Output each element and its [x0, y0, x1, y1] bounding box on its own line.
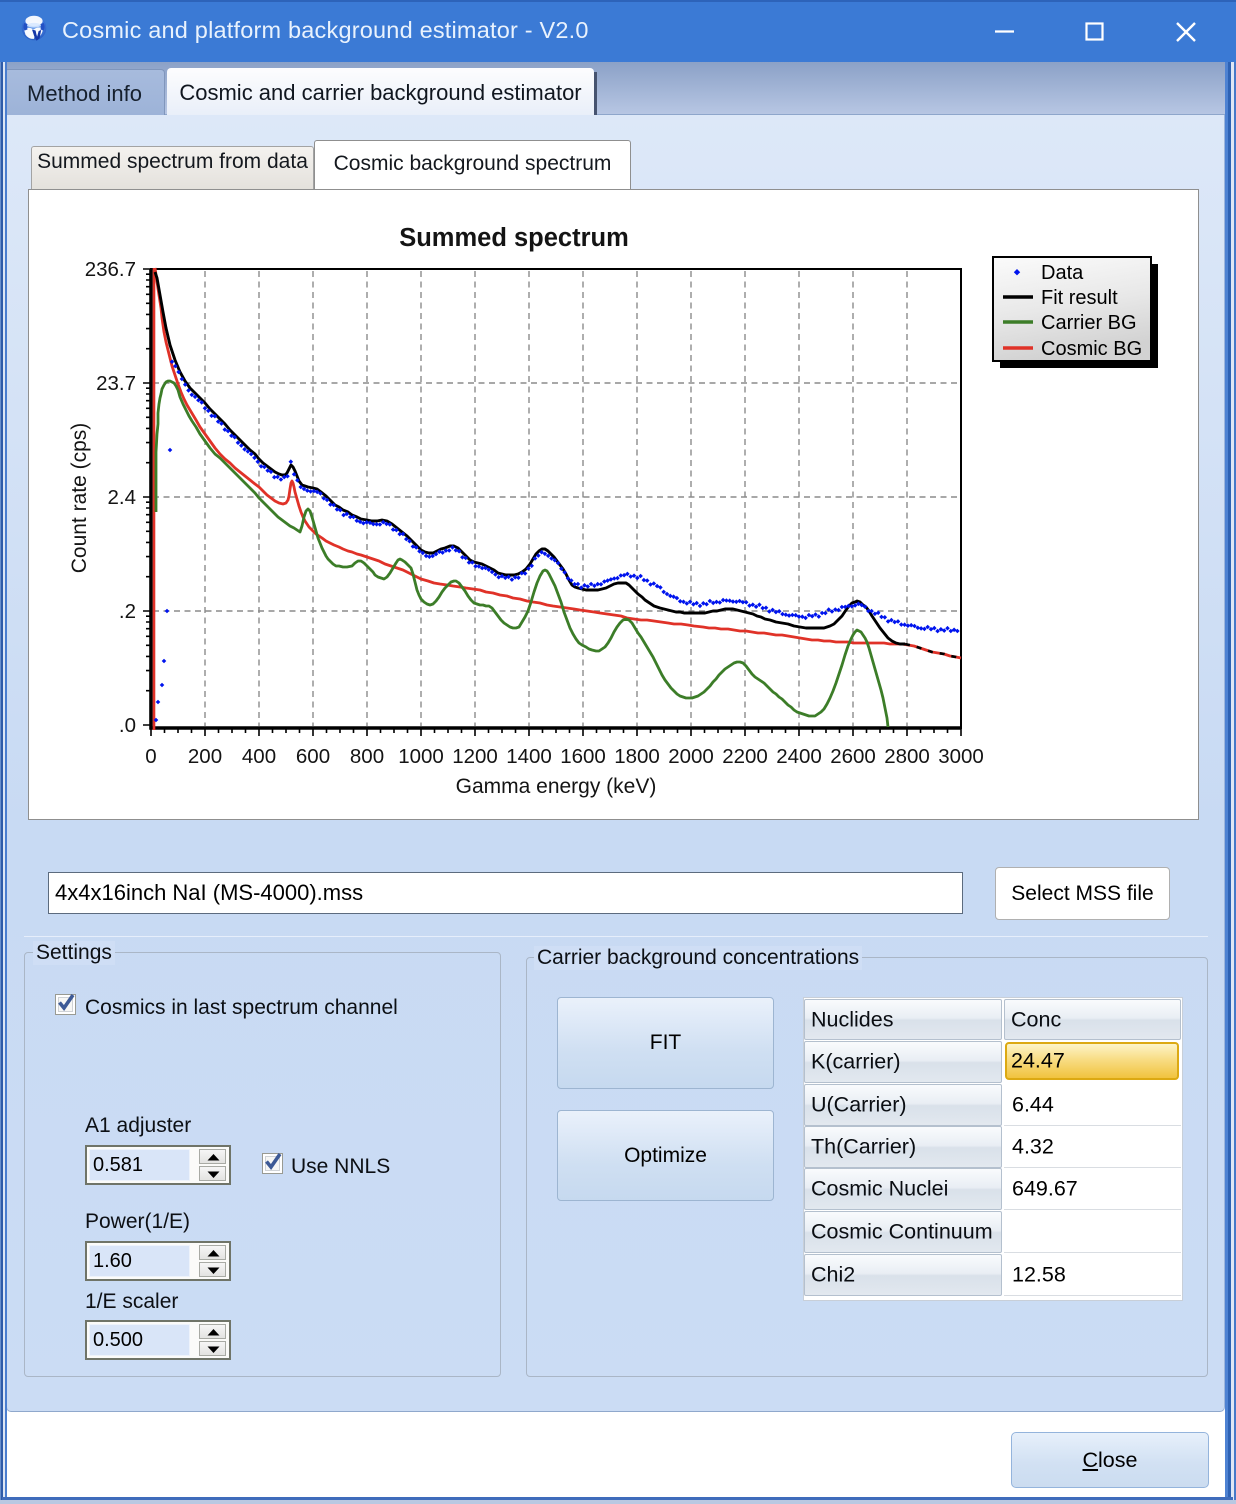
- svg-text:1600: 1600: [560, 745, 606, 768]
- svg-text:600: 600: [296, 745, 330, 768]
- svg-text:Gamma energy (keV): Gamma energy (keV): [456, 775, 657, 798]
- svg-text:400: 400: [242, 745, 276, 768]
- svg-text:2600: 2600: [830, 745, 876, 768]
- svg-text:Data: Data: [1041, 262, 1084, 284]
- svg-text:800: 800: [350, 745, 384, 768]
- svg-text:23.7: 23.7: [96, 372, 136, 395]
- svg-text:Cosmic BG: Cosmic BG: [1041, 338, 1142, 360]
- svg-text:2800: 2800: [884, 745, 930, 768]
- svg-text:Summed spectrum: Summed spectrum: [399, 224, 629, 252]
- svg-text:200: 200: [188, 745, 222, 768]
- svg-text:Carrier BG: Carrier BG: [1041, 312, 1137, 334]
- svg-text:3000: 3000: [938, 745, 984, 768]
- svg-text:.2: .2: [119, 600, 136, 623]
- svg-text:2200: 2200: [722, 745, 768, 768]
- svg-text:.0: .0: [119, 714, 136, 737]
- svg-text:2.4: 2.4: [108, 486, 137, 509]
- svg-text:2000: 2000: [668, 745, 714, 768]
- svg-text:1000: 1000: [398, 745, 444, 768]
- svg-text:Fit result: Fit result: [1041, 287, 1118, 309]
- svg-text:Count rate (cps): Count rate (cps): [68, 423, 91, 574]
- svg-text:1800: 1800: [614, 745, 660, 768]
- svg-text:1400: 1400: [506, 745, 552, 768]
- svg-text:236.7: 236.7: [85, 258, 136, 281]
- svg-text:0: 0: [145, 745, 156, 768]
- svg-text:2400: 2400: [776, 745, 822, 768]
- svg-text:1200: 1200: [452, 745, 498, 768]
